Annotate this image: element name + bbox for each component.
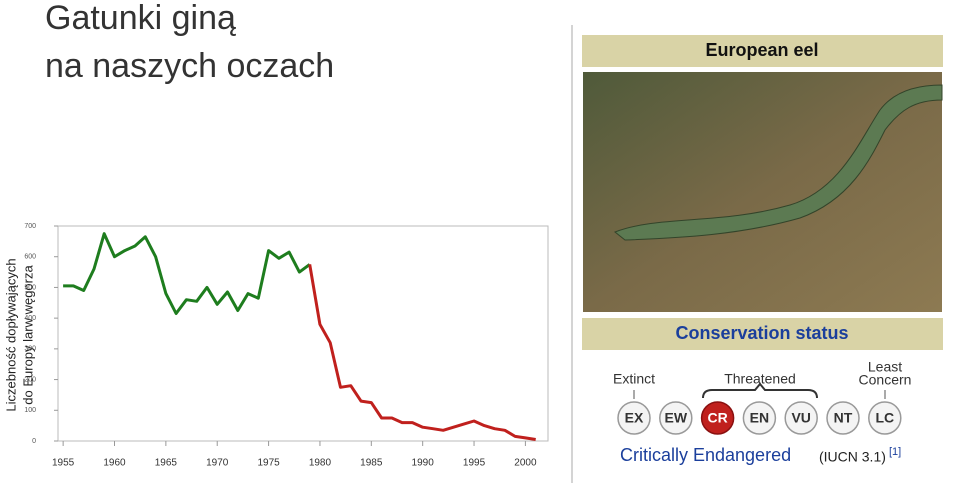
status-group: Threatened [724,371,796,387]
status-code: EW [665,410,688,426]
status-code: EX [625,410,644,426]
x-tick-label: 1980 [309,458,332,469]
status-circle [659,401,693,435]
x-tick-label: 1965 [155,458,178,469]
data-line [63,232,311,315]
status-circle [784,401,818,435]
data-line [308,264,536,441]
slide-title: Gatunki giną [45,0,236,37]
y-axis-label-line: do Europy larw węgorza [20,265,35,405]
infobox-title: European eel [705,40,818,60]
status-circle [868,401,902,435]
status-group: Extinct [613,371,655,387]
status-group: Least [868,359,902,375]
status-code: CR [707,410,727,426]
status-code: EN [750,410,769,426]
y-axis-label-line: Liczebność dopływających [3,258,18,411]
y-tick-label: 300 [24,346,36,353]
x-tick-label: 2000 [514,458,537,469]
y-tick-label: 600 [24,254,36,261]
infobox-section-bar [582,318,943,350]
infobox-section: Conservation status [675,323,848,343]
status-code: LC [875,410,894,426]
slide-title: na naszych oczach [45,47,334,85]
x-tick-label: 1960 [103,458,126,469]
status-group: Concern [859,372,912,388]
eel-shape [614,84,943,241]
x-tick-label: 1970 [206,458,229,469]
y-tick-label: 700 [24,223,36,230]
infobox-title-bar [582,35,943,67]
y-axis-label: Liczebność dopływających do Europy larw … [3,258,35,411]
plot-frame [57,225,549,442]
status-circle [742,401,777,435]
status-circle [700,401,735,435]
y-tick-label: 400 [24,315,36,322]
x-tick-label: 1975 [257,458,280,469]
x-tick-label: 1995 [463,458,486,469]
status-code: VU [791,410,810,426]
x-tick-label: 1990 [412,458,435,469]
status-circle [826,401,860,435]
y-tick-label: 500 [24,284,36,291]
status-code: NT [834,410,853,426]
y-tick-label: 0 [32,438,36,445]
status-circle [617,401,651,435]
status-source: (IUCN 3.1) [819,449,886,465]
x-tick-label: 1955 [52,458,75,469]
bracket [702,382,818,399]
x-tick-label: 1985 [360,458,383,469]
y-tick-label: 100 [24,407,36,414]
y-tick-label: 200 [24,376,36,383]
status-ref[interactable]: [1] [889,446,901,458]
status-link[interactable]: Critically Endangered [620,445,791,465]
